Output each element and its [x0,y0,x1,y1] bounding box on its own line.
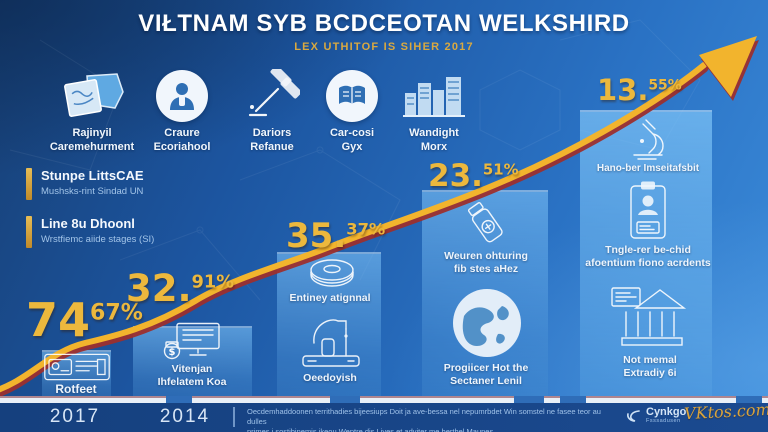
pct-value-4: 23.51% [428,160,519,192]
swoosh-logo-icon [627,409,640,422]
column-label: Rotfeet [55,382,97,396]
side-note-title: Line 8u Dhoonl [41,216,135,231]
globe-icon [453,289,521,357]
person-badge-icon [156,70,208,122]
footer-logo: Cynkgo Fsssadusen [626,407,686,424]
footer-divider [233,407,235,427]
side-note-title: Stunpe LittsCAE [41,168,144,183]
bank-icon [611,287,687,346]
footer-logo-subtext: Fsssadusen [646,418,681,424]
column-label: Hano-ber Imseitafsbit [596,163,700,174]
top-item-morx: Wandight Morx [376,68,492,155]
note-marker-bar [26,216,32,248]
microscope-icon [633,119,664,160]
chart-baseline [0,396,768,403]
pct-main: 13. [597,73,649,107]
axis-year-2017: 2017 [49,406,101,427]
pct-main: 35. [286,216,347,256]
footer-logo-text: Cynkgo [646,406,687,418]
top-item-label: Wandight Morx [409,127,459,153]
svg-text:$: $ [169,347,176,358]
column-label: Vitenjan Ihfelatem Koa [157,363,227,389]
axis-year-2014: 2014 [159,406,211,427]
footer-notes: Oecdemhaddoonen territhadies bijeesiups … [247,407,617,432]
computer-money-icon: $ [163,322,220,360]
baseline-notch [560,396,586,403]
pct-sup: 55% [648,77,682,94]
donut-icon [310,259,354,287]
baseline-notch [736,396,762,403]
baseline-notch [166,396,192,403]
footer-note-line-2: primes i sostibinemis ikeou Weptre dis L… [247,427,496,432]
footer-band [0,403,768,432]
pct-main: 23. [428,158,483,194]
city-skyline-icon [376,68,492,124]
column-label: Oeedoyish [303,372,357,384]
clipboard-person-icon [630,181,666,239]
note-marker-bar [26,168,32,200]
page-title: VIŁTNAM SYB BCDCEOTAN WELKSHIRD [138,10,630,37]
pct-sup: 91% [191,272,235,293]
pct-sup: 37% [346,219,386,239]
machine-icon [302,319,360,367]
column-label: Progiicer Hot the Sectaner Lenil [443,362,529,388]
column-label: Weuren ohturing fib stes aHez [444,250,528,276]
column-label: Tngle-rer be-chid afoentium fiono acrden… [585,244,711,270]
column-label: Entiney atignnal [289,292,371,304]
column-label: Not memal Extradiy 6i [623,354,677,380]
bottle-icon [467,202,503,243]
pct-main: 74 [26,293,91,347]
id-card-icon [44,353,110,381]
side-note-subtitle: Wrstfiemc aiide stages (SI) [41,233,155,245]
side-note-2: Line 8u Dhoonl Wrstfiemc aiide stages (S… [26,216,154,248]
pct-main: 32. [126,267,192,310]
pct-value-5: 13.55% [597,76,682,105]
baseline-notch [330,396,360,403]
baseline-notch [514,396,544,403]
pct-sup: 51% [482,160,519,179]
pct-value-2: 32.91% [126,270,235,307]
page-subtitle: LEX UTHITOF IS SIHER 2017 [294,41,474,53]
footer-note-line-1: Oecdemhaddoonen territhadies bijeesiups … [247,407,601,427]
pct-value-3: 35.37% [286,219,386,253]
side-note-1: Stunpe LittsCAE Mushsks-rint Sindad UN [26,168,144,200]
side-note-subtitle: Mushsks-rint Sindad UN [41,185,144,197]
open-book-icon [326,70,378,122]
